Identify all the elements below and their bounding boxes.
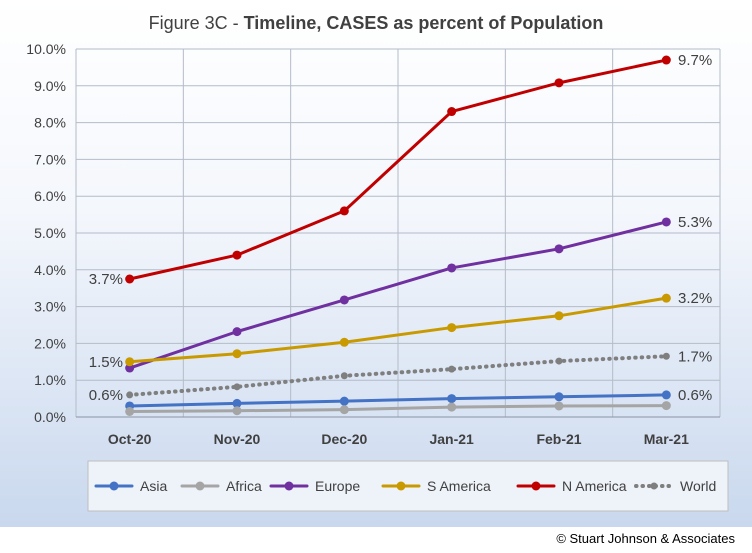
series-line-africa	[128, 404, 668, 413]
data-point-asia	[554, 392, 564, 402]
series-line-asia	[128, 393, 668, 408]
legend-marker-n-america	[531, 481, 541, 491]
data-point-world	[555, 357, 563, 365]
data-label-end-world: 1.7%	[678, 348, 712, 365]
y-tick-label: 7.0%	[34, 151, 66, 167]
data-point-n-america	[339, 206, 349, 216]
data-label-end-n-america: 9.7%	[678, 52, 712, 69]
y-axis-ticks: 0.0% 1.0% 2.0% 3.0% 4.0% 5.0% 6.0% 7.0% 8.0% 9.0%…	[26, 41, 66, 425]
legend-label-europe: Europe	[315, 478, 360, 494]
data-point-n-america	[661, 55, 671, 65]
x-tick-label: Jan-21	[429, 431, 474, 447]
data-label-end-europe: 5.3%	[678, 214, 712, 231]
chart-title: Figure 3C - Timeline, CASES as percent o…	[149, 13, 604, 33]
data-point-world	[233, 383, 241, 391]
series-line-world	[127, 354, 669, 397]
data-point-world	[340, 372, 348, 380]
data-point-asia	[232, 398, 242, 408]
legend-label-asia: Asia	[140, 478, 167, 494]
data-point-asia	[339, 396, 349, 406]
y-tick-label: 8.0%	[34, 115, 66, 131]
data-point-asia	[661, 390, 671, 400]
chart-frame: Figure 3C - Timeline, CASES as percent o…	[0, 0, 752, 527]
chart-title-prefix: Figure 3C -	[149, 13, 244, 33]
data-point-africa	[125, 406, 135, 416]
data-point-s-america	[447, 323, 457, 333]
legend-marker-europe	[284, 481, 294, 491]
x-axis-ticks: Oct-20 Nov-20 Dec-20 Jan-21 Feb-21 Mar-21	[108, 431, 689, 447]
data-point-europe	[661, 217, 671, 227]
data-point-s-america	[661, 293, 671, 303]
x-tick-label: Oct-20	[108, 431, 152, 447]
y-tick-label: 10.0%	[26, 41, 66, 57]
y-tick-label: 3.0%	[34, 299, 66, 315]
data-label-start-n-america: 3.7%	[89, 271, 123, 288]
data-point-asia	[447, 394, 457, 404]
data-point-europe	[125, 363, 135, 373]
data-point-europe	[232, 327, 242, 337]
data-label-start-world: 0.6%	[89, 387, 123, 404]
data-point-n-america	[125, 274, 135, 284]
chart-svg: Figure 3C - Timeline, CASES as percent o…	[26, 13, 729, 512]
data-point-africa	[339, 405, 349, 415]
data-point-africa	[661, 401, 671, 411]
data-point-n-america	[232, 250, 242, 260]
legend-marker-world	[650, 482, 658, 490]
legend-label-n-america: N America	[562, 478, 627, 494]
x-tick-label: Mar-21	[644, 431, 689, 447]
y-tick-label: 1.0%	[34, 372, 66, 388]
legend-marker-asia	[109, 481, 119, 491]
legend: Asia Africa Europe S America N America World	[94, 478, 716, 494]
y-tick-label: 5.0%	[34, 225, 66, 241]
y-tick-label: 2.0%	[34, 335, 66, 351]
data-point-europe	[447, 263, 457, 273]
data-label-end-asia: 0.6%	[678, 387, 712, 404]
legend-label-world: World	[680, 478, 716, 494]
data-point-n-america	[447, 107, 457, 117]
data-point-world	[126, 391, 134, 399]
y-tick-label: 9.0%	[34, 78, 66, 94]
data-point-world	[662, 352, 670, 360]
y-tick-label: 0.0%	[34, 409, 66, 425]
data-point-africa	[554, 401, 564, 411]
data-point-s-america	[232, 349, 242, 359]
data-point-europe	[554, 244, 564, 254]
x-tick-label: Feb-21	[536, 431, 581, 447]
legend-label-africa: Africa	[226, 478, 262, 494]
series-line-n-america	[128, 58, 668, 281]
data-point-africa	[232, 406, 242, 416]
data-label-start-s-america: 1.5%	[89, 354, 123, 371]
data-point-s-america	[125, 357, 135, 367]
legend-marker-s-america	[396, 481, 406, 491]
copyright-notice: © Stuart Johnson & Associates	[556, 531, 735, 546]
data-point-s-america	[339, 337, 349, 347]
y-tick-label: 6.0%	[34, 188, 66, 204]
x-tick-label: Nov-20	[214, 431, 261, 447]
data-label-layer: 3.7% 1.5% 0.6% 9.7% 5.3% 3.2% 1.7% 0.6%	[89, 52, 712, 404]
data-point-europe	[339, 295, 349, 305]
series-line-europe	[128, 220, 668, 370]
series-layer	[125, 55, 671, 416]
x-tick-label: Dec-20	[321, 431, 367, 447]
grid-layer	[75, 48, 721, 418]
legend-marker-africa	[195, 481, 205, 491]
data-point-africa	[447, 402, 457, 412]
series-line-s-america	[128, 296, 668, 364]
y-tick-label: 4.0%	[34, 262, 66, 278]
legend-label-s-america: S America	[427, 478, 491, 494]
data-point-world	[448, 365, 456, 373]
data-point-n-america	[554, 78, 564, 88]
data-point-s-america	[554, 311, 564, 321]
data-label-end-s-america: 3.2%	[678, 290, 712, 307]
chart-title-main: Timeline, CASES as percent of Population	[244, 13, 604, 33]
